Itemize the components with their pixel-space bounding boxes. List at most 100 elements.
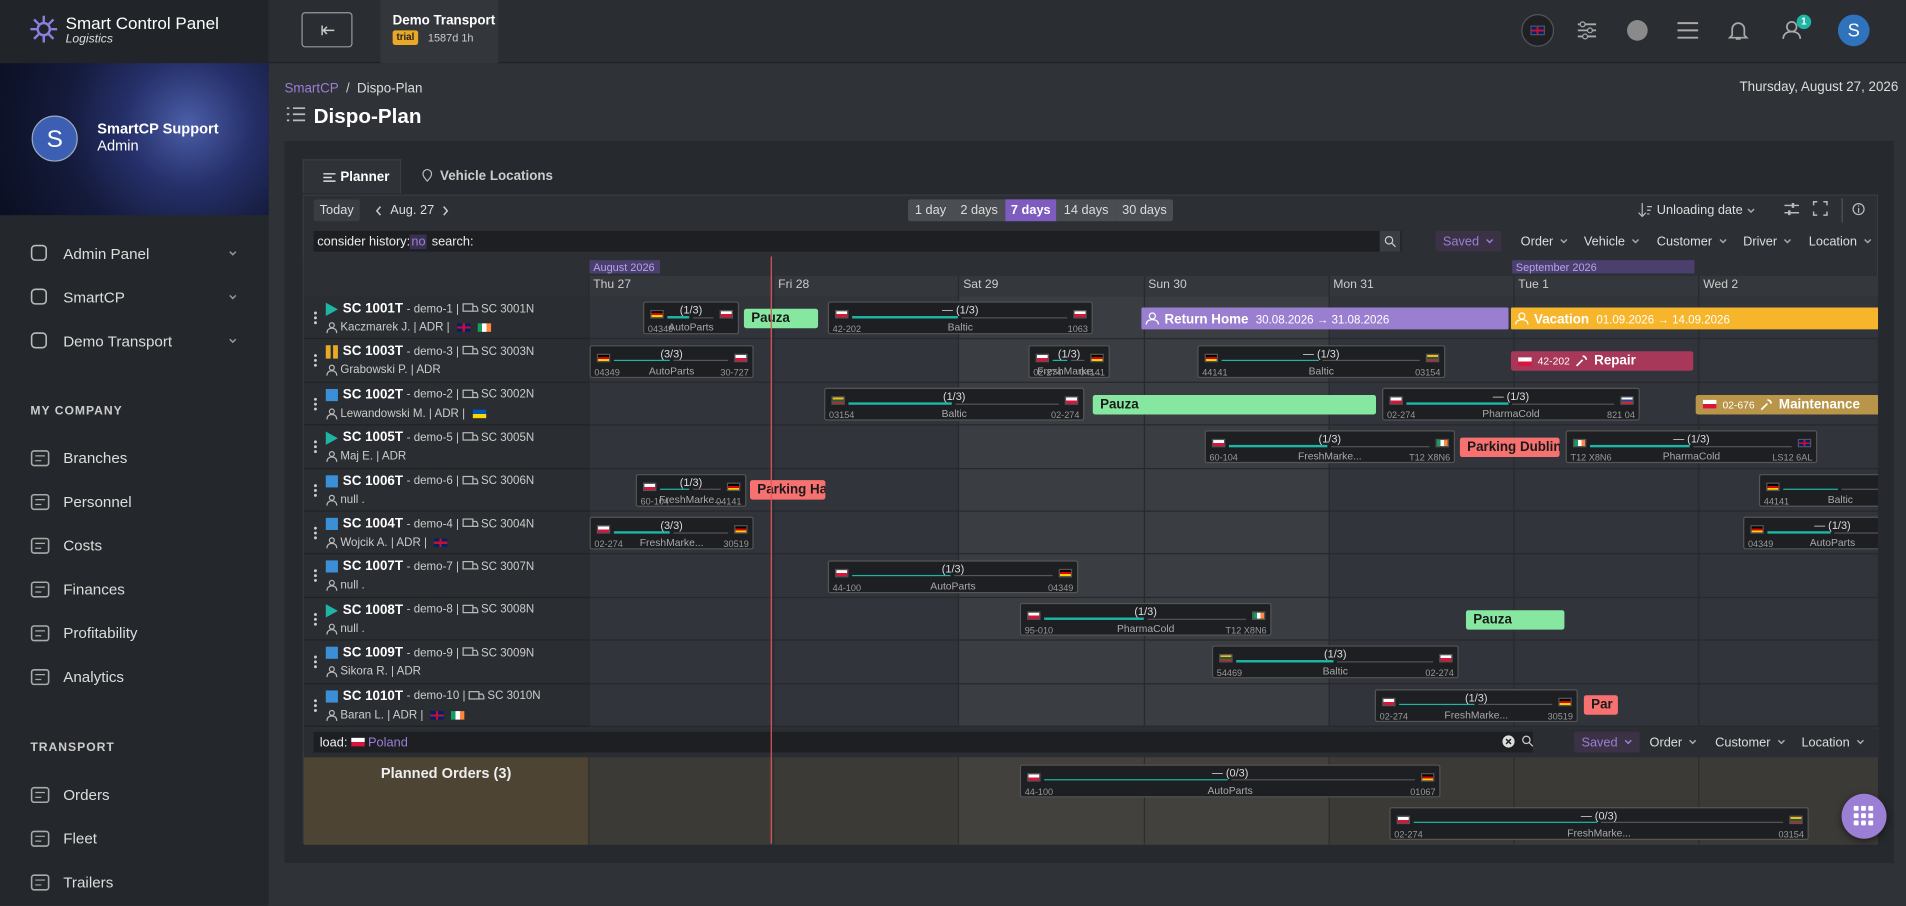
order-progress: — (1/3) xyxy=(1814,519,1851,532)
menu-item[interactable]: Finances xyxy=(63,581,125,599)
order-block[interactable]: (1/3) AutoParts 04349 xyxy=(643,301,740,335)
top-avatar[interactable]: S xyxy=(1837,14,1870,47)
vehicle-unit: - demo-5 | xyxy=(406,431,460,445)
order-destination: 30519 xyxy=(723,538,749,550)
filter-label: Saved xyxy=(1442,233,1480,249)
icon-part xyxy=(313,531,317,535)
icon-part xyxy=(30,625,50,642)
event-block[interactable]: Return Home 30.08.2026 → 31.08.2026 xyxy=(1141,307,1509,330)
order-block[interactable]: — (0/3) FreshMarke... 02-274 03154 xyxy=(1389,806,1809,840)
back-button[interactable] xyxy=(301,12,353,48)
order-customer: Baltic xyxy=(1322,665,1348,678)
status-block[interactable]: Pauza xyxy=(1092,394,1377,414)
icon-part xyxy=(326,671,338,678)
day-label: Mon 31 xyxy=(1333,278,1374,292)
order-progress: (1/3) xyxy=(1057,347,1081,360)
menu-item[interactable]: Admin Panel xyxy=(63,245,150,263)
search-button[interactable] xyxy=(1379,230,1401,252)
order-block[interactable]: (1/3) AutoParts 44-100 04349 xyxy=(827,559,1079,593)
status-block[interactable]: Pauza xyxy=(743,308,819,328)
progress-line xyxy=(1044,617,1144,620)
order-block[interactable]: Baltic 44141 xyxy=(1758,473,1879,507)
flag xyxy=(1396,815,1411,824)
order-block[interactable]: (1/3) FreshMarke... 60-104 04141 xyxy=(635,473,747,507)
order-block[interactable]: (1/3) FreshMarke... 02-274 04141 xyxy=(1028,344,1110,378)
status-block[interactable]: Parking Ha xyxy=(750,480,826,500)
vehicle-line: SC 1001T - demo-1 | SC 3001N xyxy=(343,301,534,316)
icon-part xyxy=(313,407,317,411)
order-block[interactable]: (3/3) FreshMarke... 02-274 30519 xyxy=(589,516,754,550)
filter-button[interactable]: Saved xyxy=(1574,731,1640,753)
remaining-line xyxy=(1331,445,1430,448)
status-block[interactable]: Pauza xyxy=(1465,609,1565,630)
event-block[interactable]: Vacation 01.09.2026 → 14.09.2026 xyxy=(1510,307,1879,330)
order-block[interactable]: (1/3) PharmaCold 95-010 T12 X8N6 xyxy=(1019,602,1272,636)
status-block[interactable]: Parking Dublin xyxy=(1459,437,1560,457)
menu-item[interactable]: Fleet xyxy=(63,830,97,848)
planner-grid: Today Aug. 27 1 day 2 days 7 days 14 days 30 d… xyxy=(302,194,1880,845)
tab-label[interactable]: Vehicle Locations xyxy=(440,168,553,184)
event-dates: 01.09.2026 → 14.09.2026 xyxy=(1596,313,1730,327)
order-block[interactable]: (1/3) FreshMarke... 60-104 T12 X8N6 xyxy=(1204,430,1456,464)
icon-part xyxy=(1852,202,1865,216)
icon-part xyxy=(422,168,433,183)
menu-item[interactable]: Trailers xyxy=(63,873,114,892)
history-value[interactable]: no xyxy=(410,233,427,249)
status-block[interactable]: 02-676 Maintenance xyxy=(1695,394,1879,414)
order-block[interactable]: (3/3) AutoParts 04349 30-727 xyxy=(589,344,754,378)
event-text: Vacation 01.09.2026 → 14.09.2026 xyxy=(1534,312,1730,327)
filter-button[interactable]: Customer xyxy=(1708,732,1793,753)
menu-item[interactable]: SmartCP xyxy=(63,289,125,307)
range-button[interactable]: 7 days xyxy=(1005,199,1057,222)
apps-button[interactable] xyxy=(1841,793,1887,839)
order-block[interactable]: — (1/3) Baltic 42-202 1063 xyxy=(827,301,1093,335)
progress-line xyxy=(660,488,689,491)
icon-part xyxy=(313,569,317,573)
range-button[interactable]: 14 days xyxy=(1056,199,1116,222)
status-block[interactable]: Par xyxy=(1583,695,1618,716)
filter-button[interactable]: Vehicle xyxy=(1577,231,1647,252)
order-block[interactable]: — (1/3) AutoParts 04349 xyxy=(1743,516,1879,550)
range-button[interactable]: 2 days xyxy=(952,199,1006,222)
filter-button[interactable]: Location xyxy=(1794,732,1871,753)
menu-item[interactable]: Orders xyxy=(63,786,110,804)
breadcrumb-link[interactable]: SmartCP xyxy=(284,81,339,97)
vehicle-status xyxy=(325,388,338,401)
order-block[interactable]: (1/3) Baltic 54469 02-274 xyxy=(1211,645,1459,679)
filter-button[interactable]: Location xyxy=(1801,231,1878,252)
order-block[interactable]: (1/3) Baltic 03154 02-274 xyxy=(824,387,1085,421)
status-block[interactable]: 42-202 Repair xyxy=(1510,351,1694,371)
filter-button[interactable]: Saved xyxy=(1435,230,1501,252)
order-block[interactable]: — (1/3) PharmaCold T12 X8N6 LS12 6AL xyxy=(1565,430,1818,464)
tab-active[interactable]: Planner xyxy=(302,159,402,194)
menu-item[interactable]: Branches xyxy=(63,449,128,467)
filter-button[interactable]: Driver xyxy=(1736,231,1799,252)
icon-part xyxy=(472,606,478,614)
flag xyxy=(726,482,741,491)
order-block[interactable]: (1/3) FreshMarke... 02-274 30519 xyxy=(1374,688,1578,722)
today-button[interactable]: Today xyxy=(313,199,360,222)
order-block[interactable]: — (0/3) AutoParts 44-100 01067 xyxy=(1019,763,1441,797)
menu-item[interactable]: Costs xyxy=(63,537,103,555)
load-value[interactable]: Poland xyxy=(368,734,408,750)
filter-button[interactable]: Order xyxy=(1642,732,1704,753)
order-block[interactable]: — (1/3) PharmaCold 02-274 821 04 xyxy=(1382,387,1640,421)
filter-button[interactable]: Customer xyxy=(1650,231,1735,252)
range-button[interactable]: 1 day xyxy=(908,199,953,222)
sort-label[interactable]: Unloading date xyxy=(1656,202,1743,218)
menu-item[interactable]: Analytics xyxy=(63,668,125,686)
range-label: 1 day xyxy=(914,202,947,218)
vehicle-code: SC 1006T xyxy=(342,473,403,489)
trial-badge: trial xyxy=(392,30,419,45)
range-button[interactable]: 30 days xyxy=(1115,199,1174,222)
icon-part xyxy=(30,581,50,598)
menu-item[interactable]: Demo Transport xyxy=(63,333,173,351)
menu-item[interactable]: Personnel xyxy=(63,493,132,511)
chevron xyxy=(1783,238,1792,244)
order-customer: Baltic xyxy=(941,407,967,420)
menu-item[interactable]: Profitability xyxy=(63,624,138,642)
order-block[interactable]: — (1/3) Baltic 44141 03154 xyxy=(1197,344,1446,378)
icon-part xyxy=(1576,355,1588,367)
icon-part xyxy=(1384,236,1394,245)
filter-button[interactable]: Order xyxy=(1513,231,1575,252)
